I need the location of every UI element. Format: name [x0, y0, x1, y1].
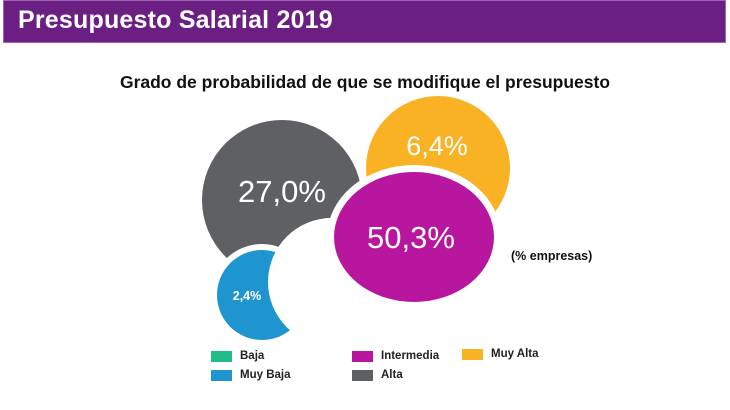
legend-swatch-baja	[211, 350, 232, 362]
legend-item-alta: Alta	[352, 369, 403, 381]
legend-label-muy-alta: Muy Alta	[491, 348, 539, 360]
legend-swatch-muy-alta	[462, 348, 483, 360]
legend-item-intermedia: Intermedia	[352, 350, 439, 362]
legend-item-muy-alta: Muy Alta	[462, 348, 539, 360]
legend-swatch-alta	[352, 369, 373, 381]
chart-title: Grado de probabilidad de que se modifiqu…	[119, 72, 611, 92]
legend-label-muy-baja: Muy Baja	[240, 369, 291, 381]
title-bar: Presupuesto Salarial 2019	[3, 0, 726, 43]
label-muy-alta: 6,4%	[406, 131, 468, 161]
label-muy-baja: 2,4%	[233, 289, 262, 303]
legend-label-intermedia: Intermedia	[381, 350, 440, 362]
page-title: Presupuesto Salarial 2019	[18, 6, 333, 34]
label-alta: 27,0%	[238, 174, 326, 209]
legend-item-muy-baja: Muy Baja	[211, 369, 291, 381]
label-intermedia: 50,3%	[367, 220, 455, 255]
legend-swatch-muy-baja	[211, 369, 232, 381]
legend-label-baja: Baja	[240, 350, 265, 362]
legend-label-alta: Alta	[381, 369, 403, 381]
units-note: (% empresas)	[511, 249, 593, 263]
legend-item-baja: Baja	[211, 350, 264, 362]
label-baja: 13,9%	[295, 285, 340, 302]
legend-swatch-intermedia	[352, 350, 373, 362]
bubble-intermedia	[334, 172, 494, 302]
